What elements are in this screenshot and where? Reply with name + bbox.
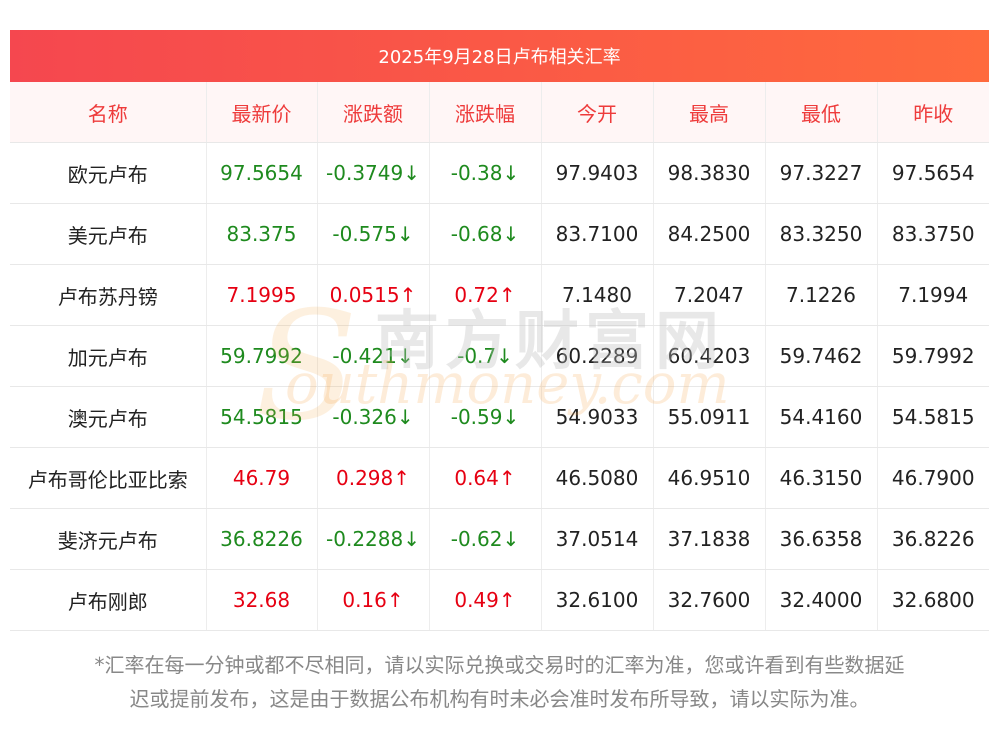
disclaimer-note: *汇率在每一分钟或都不尽相同，请以实际兑换或交易时的汇率为准，您或许看到有些数据… bbox=[10, 648, 989, 716]
cell-prev-close: 97.5654 bbox=[877, 142, 989, 204]
cell-change-pct: 0.64↑ bbox=[429, 447, 542, 509]
cell-open: 46.5080 bbox=[541, 447, 654, 509]
cell-name: 美元卢布 bbox=[10, 203, 207, 265]
cell-latest: 59.7992 bbox=[206, 325, 318, 387]
cell-prev-close: 36.8226 bbox=[877, 508, 989, 570]
cell-change: -0.2288↓ bbox=[317, 508, 430, 570]
cell-latest: 54.5815 bbox=[206, 386, 318, 448]
cell-open: 32.6100 bbox=[541, 569, 654, 631]
cell-high: 46.9510 bbox=[653, 447, 766, 509]
cell-name: 澳元卢布 bbox=[10, 386, 207, 448]
table-row: 卢布哥伦比亚比索 46.79 0.298↑ 0.64↑ 46.5080 46.9510 46… bbox=[10, 447, 989, 509]
header-name: 名称 bbox=[10, 82, 207, 143]
header-change-pct: 涨跌幅 bbox=[429, 82, 542, 143]
cell-low: 83.3250 bbox=[765, 203, 878, 265]
disclaimer-line-1: *汇率在每一分钟或都不尽相同，请以实际兑换或交易时的汇率为准，您或许看到有些数据… bbox=[94, 653, 905, 677]
cell-name: 卢布哥伦比亚比索 bbox=[10, 447, 207, 509]
header-open: 今开 bbox=[541, 82, 654, 143]
cell-open: 7.1480 bbox=[541, 264, 654, 326]
cell-low: 59.7462 bbox=[765, 325, 878, 387]
cell-latest: 36.8226 bbox=[206, 508, 318, 570]
exchange-rate-table: 名称 最新价 涨跌额 涨跌幅 今开 最高 最低 昨收 欧元卢布 97.5654 -0… bbox=[10, 82, 989, 631]
cell-name: 斐济元卢布 bbox=[10, 508, 207, 570]
cell-low: 97.3227 bbox=[765, 142, 878, 204]
cell-open: 97.9403 bbox=[541, 142, 654, 204]
cell-open: 60.2289 bbox=[541, 325, 654, 387]
header-latest: 最新价 bbox=[206, 82, 318, 143]
header-row: 名称 最新价 涨跌额 涨跌幅 今开 最高 最低 昨收 bbox=[10, 82, 989, 143]
cell-high: 32.7600 bbox=[653, 569, 766, 631]
cell-name: 卢布苏丹镑 bbox=[10, 264, 207, 326]
cell-prev-close: 83.3750 bbox=[877, 203, 989, 265]
table-row: 加元卢布 59.7992 -0.421↓ -0.7↓ 60.2289 60.4203 59.… bbox=[10, 325, 989, 387]
disclaimer-line-2: 迟或提前发布，这是由于数据公布机构有时未必会准时发布所导致，请以实际为准。 bbox=[129, 687, 870, 711]
cell-open: 37.0514 bbox=[541, 508, 654, 570]
cell-change-pct: 0.49↑ bbox=[429, 569, 542, 631]
cell-name: 卢布刚郎 bbox=[10, 569, 207, 631]
cell-high: 37.1838 bbox=[653, 508, 766, 570]
cell-change-pct: -0.38↓ bbox=[429, 142, 542, 204]
cell-change-pct: -0.62↓ bbox=[429, 508, 542, 570]
cell-prev-close: 59.7992 bbox=[877, 325, 989, 387]
table-row: 斐济元卢布 36.8226 -0.2288↓ -0.62↓ 37.0514 37.1838… bbox=[10, 508, 989, 570]
cell-latest: 97.5654 bbox=[206, 142, 318, 204]
header-change: 涨跌额 bbox=[317, 82, 430, 143]
cell-prev-close: 32.6800 bbox=[877, 569, 989, 631]
table-row: 卢布刚郎 32.68 0.16↑ 0.49↑ 32.6100 32.7600 32.4000… bbox=[10, 569, 989, 631]
cell-change-pct: -0.68↓ bbox=[429, 203, 542, 265]
cell-high: 98.3830 bbox=[653, 142, 766, 204]
cell-change: 0.16↑ bbox=[317, 569, 430, 631]
cell-prev-close: 7.1994 bbox=[877, 264, 989, 326]
header-high: 最高 bbox=[653, 82, 766, 143]
cell-change: -0.3749↓ bbox=[317, 142, 430, 204]
cell-change: -0.421↓ bbox=[317, 325, 430, 387]
cell-open: 83.7100 bbox=[541, 203, 654, 265]
cell-change-pct: -0.7↓ bbox=[429, 325, 542, 387]
cell-low: 7.1226 bbox=[765, 264, 878, 326]
table-row: 美元卢布 83.375 -0.575↓ -0.68↓ 83.7100 84.2500 83.… bbox=[10, 203, 989, 265]
cell-latest: 46.79 bbox=[206, 447, 318, 509]
header-prev-close: 昨收 bbox=[877, 82, 989, 143]
cell-low: 54.4160 bbox=[765, 386, 878, 448]
cell-low: 36.6358 bbox=[765, 508, 878, 570]
cell-change: -0.575↓ bbox=[317, 203, 430, 265]
cell-name: 欧元卢布 bbox=[10, 142, 207, 204]
cell-prev-close: 54.5815 bbox=[877, 386, 989, 448]
cell-change: -0.326↓ bbox=[317, 386, 430, 448]
cell-latest: 7.1995 bbox=[206, 264, 318, 326]
cell-latest: 83.375 bbox=[206, 203, 318, 265]
cell-prev-close: 46.7900 bbox=[877, 447, 989, 509]
cell-change: 0.298↑ bbox=[317, 447, 430, 509]
cell-high: 55.0911 bbox=[653, 386, 766, 448]
rate-table-card: 2025年9月28日卢布相关汇率 名称 最新价 涨跌额 涨跌幅 今开 最高 最低… bbox=[10, 30, 989, 631]
table-row: 欧元卢布 97.5654 -0.3749↓ -0.38↓ 97.9403 98.3830 9… bbox=[10, 142, 989, 204]
cell-change-pct: -0.59↓ bbox=[429, 386, 542, 448]
cell-name: 加元卢布 bbox=[10, 325, 207, 387]
cell-high: 60.4203 bbox=[653, 325, 766, 387]
table-row: 澳元卢布 54.5815 -0.326↓ -0.59↓ 54.9033 55.0911 54… bbox=[10, 386, 989, 448]
cell-low: 32.4000 bbox=[765, 569, 878, 631]
cell-open: 54.9033 bbox=[541, 386, 654, 448]
table-row: 卢布苏丹镑 7.1995 0.0515↑ 0.72↑ 7.1480 7.2047 7.122… bbox=[10, 264, 989, 326]
cell-low: 46.3150 bbox=[765, 447, 878, 509]
table-title: 2025年9月28日卢布相关汇率 bbox=[10, 30, 989, 82]
cell-high: 7.2047 bbox=[653, 264, 766, 326]
cell-latest: 32.68 bbox=[206, 569, 318, 631]
cell-change-pct: 0.72↑ bbox=[429, 264, 542, 326]
cell-change: 0.0515↑ bbox=[317, 264, 430, 326]
cell-high: 84.2500 bbox=[653, 203, 766, 265]
header-low: 最低 bbox=[765, 82, 878, 143]
